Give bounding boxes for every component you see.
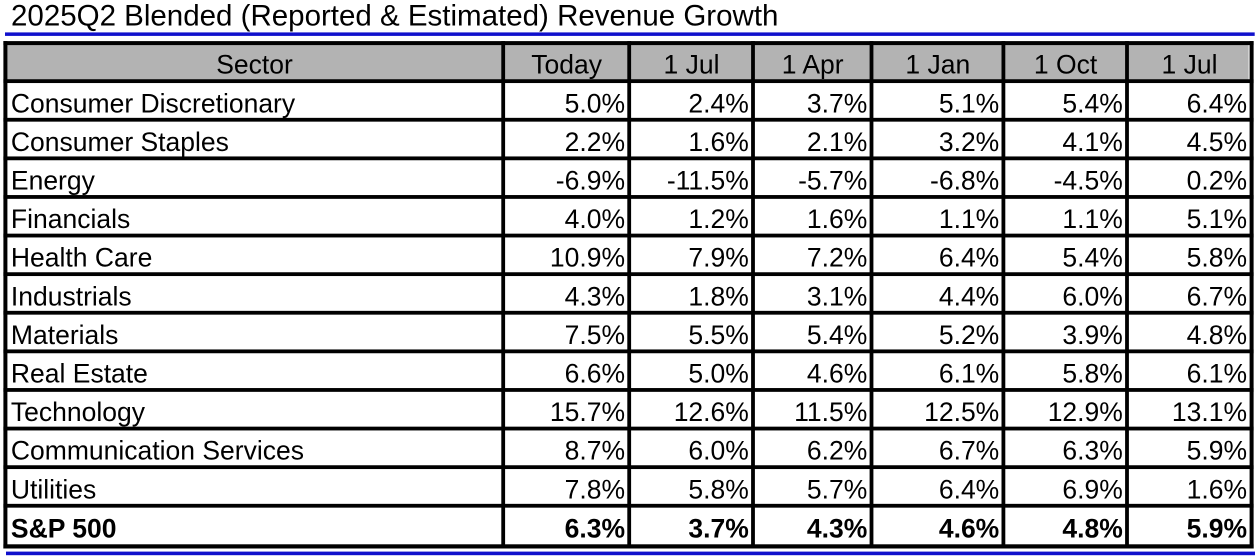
svg-text:2.2%: 2.2% [565, 127, 625, 157]
svg-text:10.9%: 10.9% [550, 243, 625, 273]
svg-text:5.8%: 5.8% [688, 474, 748, 504]
svg-text:-5.7%: -5.7% [798, 166, 867, 196]
svg-text:Energy: Energy [11, 166, 96, 196]
svg-text:5.0%: 5.0% [565, 88, 625, 118]
svg-text:8.7%: 8.7% [565, 436, 625, 466]
svg-text:5.1%: 5.1% [1187, 204, 1247, 234]
svg-text:5.8%: 5.8% [1062, 359, 1122, 389]
svg-text:11.5%: 11.5% [794, 397, 867, 427]
svg-text:6.7%: 6.7% [939, 436, 999, 466]
svg-text:1 Jul: 1 Jul [1162, 50, 1218, 80]
svg-text:0.2%: 0.2% [1187, 166, 1247, 196]
svg-text:-6.9%: -6.9% [556, 166, 625, 196]
svg-text:15.7%: 15.7% [550, 397, 625, 427]
svg-text:2.4%: 2.4% [688, 88, 748, 118]
svg-text:3.2%: 3.2% [939, 127, 999, 157]
svg-text:-6.8%: -6.8% [930, 166, 999, 196]
svg-text:6.0%: 6.0% [688, 436, 748, 466]
svg-text:6.3%: 6.3% [1062, 436, 1122, 466]
svg-text:5.7%: 5.7% [807, 474, 867, 504]
svg-text:1.6%: 1.6% [688, 127, 748, 157]
svg-text:Consumer Discretionary: Consumer Discretionary [11, 88, 296, 118]
svg-text:Sector: Sector [216, 50, 293, 80]
svg-text:5.4%: 5.4% [807, 320, 867, 350]
svg-text:3.7%: 3.7% [807, 88, 867, 118]
svg-text:1.1%: 1.1% [939, 204, 999, 234]
svg-text:S&P 500: S&P 500 [11, 514, 117, 544]
svg-text:4.8%: 4.8% [1187, 320, 1247, 350]
svg-text:6.7%: 6.7% [1187, 281, 1247, 311]
svg-text:12.9%: 12.9% [1048, 397, 1123, 427]
svg-text:1 Oct: 1 Oct [1034, 50, 1098, 80]
svg-text:5.8%: 5.8% [1187, 243, 1247, 273]
svg-text:Today: Today [531, 50, 602, 80]
svg-text:4.6%: 4.6% [807, 359, 867, 389]
svg-text:1 Apr: 1 Apr [782, 50, 844, 80]
svg-text:2.1%: 2.1% [807, 127, 867, 157]
svg-text:1.6%: 1.6% [1187, 474, 1247, 504]
svg-text:12.5%: 12.5% [924, 397, 999, 427]
svg-text:6.0%: 6.0% [1062, 281, 1122, 311]
svg-text:6.1%: 6.1% [1187, 359, 1247, 389]
svg-text:13.1%: 13.1% [1172, 397, 1247, 427]
svg-text:3.9%: 3.9% [1062, 320, 1122, 350]
svg-text:1.1%: 1.1% [1062, 204, 1122, 234]
svg-text:6.4%: 6.4% [939, 243, 999, 273]
svg-text:Financials: Financials [11, 204, 130, 234]
svg-text:7.2%: 7.2% [807, 243, 867, 273]
svg-text:Materials: Materials [11, 320, 119, 350]
svg-text:4.3%: 4.3% [565, 281, 625, 311]
svg-text:3.7%: 3.7% [688, 514, 748, 544]
svg-text:2025Q2 Blended (Reported & Est: 2025Q2 Blended (Reported & Estimated) Re… [11, 0, 778, 32]
svg-text:Communication Services: Communication Services [11, 436, 304, 466]
svg-text:1.6%: 1.6% [807, 204, 867, 234]
svg-text:5.1%: 5.1% [939, 88, 999, 118]
svg-text:5.0%: 5.0% [688, 359, 748, 389]
svg-text:-11.5%: -11.5% [667, 166, 749, 196]
svg-text:4.8%: 4.8% [1062, 514, 1122, 544]
svg-text:7.5%: 7.5% [565, 320, 625, 350]
svg-text:4.6%: 4.6% [939, 514, 999, 544]
svg-text:3.1%: 3.1% [807, 281, 867, 311]
svg-text:5.5%: 5.5% [688, 320, 748, 350]
svg-text:Real Estate: Real Estate [11, 359, 148, 389]
svg-text:5.4%: 5.4% [1062, 88, 1122, 118]
svg-text:Technology: Technology [11, 397, 146, 427]
svg-text:6.3%: 6.3% [565, 514, 625, 544]
svg-text:Utilities: Utilities [11, 474, 96, 504]
svg-text:7.9%: 7.9% [688, 243, 748, 273]
svg-text:1.2%: 1.2% [688, 204, 748, 234]
svg-text:5.9%: 5.9% [1187, 514, 1247, 544]
svg-text:Health Care: Health Care [11, 243, 152, 273]
svg-text:7.8%: 7.8% [565, 474, 625, 504]
svg-text:4.0%: 4.0% [565, 204, 625, 234]
svg-text:6.4%: 6.4% [1187, 88, 1247, 118]
svg-text:1 Jul: 1 Jul [664, 50, 720, 80]
svg-text:1.8%: 1.8% [688, 281, 748, 311]
svg-text:-4.5%: -4.5% [1054, 166, 1123, 196]
svg-text:5.9%: 5.9% [1187, 436, 1247, 466]
svg-text:6.4%: 6.4% [939, 474, 999, 504]
svg-text:6.9%: 6.9% [1062, 474, 1122, 504]
svg-text:4.5%: 4.5% [1187, 127, 1247, 157]
svg-text:5.4%: 5.4% [1062, 243, 1122, 273]
svg-text:4.3%: 4.3% [807, 514, 867, 544]
svg-text:4.4%: 4.4% [939, 281, 999, 311]
svg-text:5.2%: 5.2% [939, 320, 999, 350]
svg-text:6.6%: 6.6% [565, 359, 625, 389]
svg-text:1 Jan: 1 Jan [905, 50, 970, 80]
svg-text:6.1%: 6.1% [939, 359, 999, 389]
svg-text:Consumer Staples: Consumer Staples [11, 127, 229, 157]
svg-text:4.1%: 4.1% [1062, 127, 1122, 157]
svg-text:6.2%: 6.2% [807, 436, 867, 466]
svg-text:12.6%: 12.6% [674, 397, 749, 427]
svg-text:Industrials: Industrials [11, 281, 132, 311]
